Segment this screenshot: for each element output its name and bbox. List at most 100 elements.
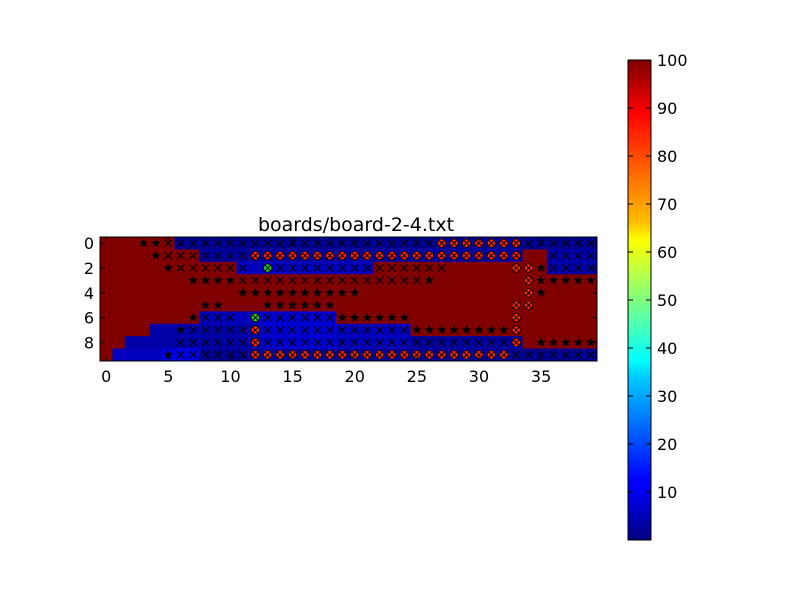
path-marker [511,251,521,261]
cross-marker [549,251,558,260]
x-axis: 0 5 10 15 20 25 30 35 [101,237,551,386]
cross-marker [549,350,558,359]
star-marker [337,312,348,322]
cross-marker [574,251,583,260]
path-marker [399,251,410,261]
heatmap-cell [547,311,561,325]
cross-marker [400,326,409,334]
path-marker [449,251,459,261]
star-marker [275,287,285,297]
heatmap-cell [162,311,175,325]
cross-marker [400,338,409,347]
colorbar-tick-label: 40 [657,339,677,358]
y-tick-label: 4 [84,284,94,303]
cross-marker [189,338,198,347]
cross-marker [238,264,247,272]
heatmap-cell [572,286,585,300]
heatmap-cell [485,299,498,312]
cross-marker [338,264,347,272]
star-marker [499,325,509,335]
cross-marker [214,251,223,260]
heatmap-cell [149,261,163,275]
cross-marker [375,326,384,334]
cross-marker [561,239,570,248]
x-tick-label: 20 [345,367,365,386]
heatmap-cell [360,286,374,300]
heatmap-cell [584,286,598,300]
cross-marker [214,264,223,272]
heatmap-cell [510,286,523,300]
heatmap-cell [423,311,436,325]
heatmap-cell [534,311,548,325]
cross-marker [325,326,334,334]
heatmap-cell [472,261,486,275]
path-marker [424,350,434,360]
cross-marker [201,251,210,260]
heatmap-cell [485,311,498,325]
path-marker [275,251,285,261]
cross-marker [301,338,310,347]
cross-marker [226,264,235,272]
heatmap-cell [149,348,163,362]
path-marker [474,238,484,248]
heatmap-cell [100,249,113,263]
cross-marker [524,350,533,359]
star-marker [300,287,310,297]
path-marker [263,350,273,360]
cross-marker [561,350,570,359]
heatmap-cell [460,274,474,287]
cross-marker [586,239,595,248]
cross-marker [387,239,396,248]
heatmap-cell [522,336,536,349]
star-marker [287,300,298,310]
heatmap-cell [112,274,126,287]
chart-title: boards/board-2-4.txt [258,214,454,236]
heatmap-cell [112,286,126,300]
cross-marker [499,338,508,347]
path-marker [486,251,496,261]
cross-marker [338,239,347,248]
path-marker [499,238,509,248]
heatmap-cell [447,311,461,325]
path-marker [424,251,434,261]
cross-marker [201,313,210,322]
star-marker [163,349,174,359]
path-marker [337,350,347,360]
colorbar-tick-label: 20 [657,435,677,454]
colorbar-tick-label: 30 [657,387,677,406]
heatmap-cell [124,311,138,325]
heatmap-cell [497,274,511,287]
cross-marker [586,264,595,272]
heatmap-cell [249,299,262,312]
heatmap-cell [112,336,126,349]
path-marker [486,238,496,248]
colorbar-tick-label: 60 [657,243,677,262]
cross-marker [226,326,235,334]
star-marker [176,325,186,335]
cross-marker [412,338,421,347]
path-marker [275,350,285,360]
cross-marker [512,350,521,359]
heatmap-cell [112,348,126,362]
star-marker [337,287,348,297]
star-marker [188,275,198,285]
heatmap-cell [224,299,238,312]
cross-marker [214,326,223,334]
cross-marker [350,239,359,248]
colorbar-tick-label: 70 [657,195,677,214]
heatmap-cell [584,311,598,325]
colorbar-tick-label: 10 [657,483,677,502]
heatmap-cell [174,286,188,300]
cross-marker [425,239,434,248]
cross-marker [226,350,235,359]
heatmap-cell [522,323,536,337]
heatmap-cell [124,286,138,300]
star-marker [474,325,484,335]
heatmap-cell [124,249,138,263]
cross-marker [425,264,434,272]
heatmap-cell [410,286,424,300]
heatmap-cell [137,274,151,287]
cross-marker [201,350,210,359]
cross-marker [238,251,247,260]
